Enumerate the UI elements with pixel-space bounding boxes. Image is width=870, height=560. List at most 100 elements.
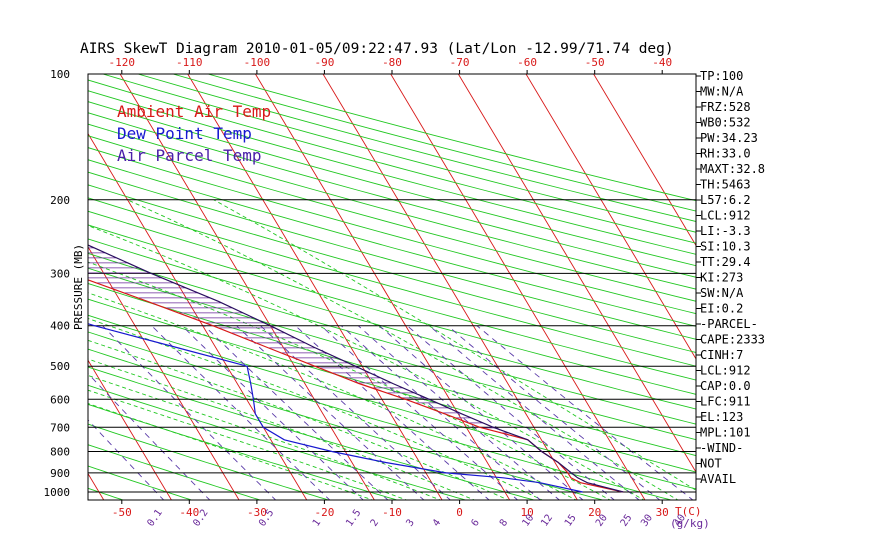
moist-adiabat-line	[88, 358, 476, 500]
mixing-ratio-line	[379, 325, 584, 500]
mixing-ratio-tick-label: 6	[469, 517, 481, 528]
index-entry: FRZ:528	[700, 100, 751, 114]
index-entry: TH:5463	[700, 178, 751, 192]
isotherm-line	[390, 74, 646, 500]
index-entry: TP:100	[700, 69, 743, 83]
isotherm-line	[88, 359, 172, 500]
index-entry: CAP:0.0	[700, 379, 751, 393]
dry-adiabat-line	[88, 79, 696, 244]
isotherm-line	[254, 74, 511, 500]
index-entry: LI:-3.3	[700, 224, 751, 238]
pressure-tick-label: 1000	[44, 486, 71, 499]
dry-adiabat-line	[88, 423, 330, 500]
dry-adiabat-grid	[0, 55, 696, 501]
legend-entry: Ambient Air Temp	[117, 102, 271, 121]
bottom-tick-label: 0	[456, 506, 463, 519]
series-line-ambient	[88, 279, 624, 493]
top-tick-label: -40	[652, 56, 672, 69]
mixing-ratio-line	[294, 325, 490, 500]
moist-adiabat-line	[127, 199, 679, 500]
mixing-ratio-tick-label: 12	[539, 513, 555, 529]
moist-adiabat-line	[88, 339, 510, 500]
pressure-tick-label: 800	[50, 446, 70, 459]
pressure-tick-label: 200	[50, 194, 70, 207]
bottom-tick-label: -40	[179, 506, 199, 519]
index-entry: RH:33.0	[700, 147, 751, 161]
index-entry: EL:123	[700, 410, 743, 424]
mixing-ratio-line	[260, 325, 451, 500]
moist-adiabat-line	[88, 292, 578, 500]
pressure-tick-label: 600	[50, 393, 70, 406]
mixing-ratio-tick-label: 8	[498, 517, 510, 528]
isotherm-line	[88, 132, 308, 500]
dry-adiabat-line	[88, 366, 536, 500]
moist-adiabat-line	[88, 403, 374, 500]
index-entry: TT:29.4	[700, 255, 751, 269]
isotherm-line	[457, 74, 696, 473]
mixing-ratio-tick-label: 25	[619, 513, 635, 529]
moist-adiabat-line	[88, 317, 544, 500]
pressure-tick-label: 100	[50, 68, 70, 81]
dry-adiabat-line	[88, 348, 605, 500]
index-entry: MW:N/A	[700, 85, 744, 99]
moist-adiabat-line	[88, 225, 645, 500]
pressure-gridlines	[88, 199, 696, 493]
index-entry: KI:273	[700, 271, 743, 285]
y-axis-label: PRESSURE (MB)	[72, 244, 85, 330]
legend-entry: Air Parcel Temp	[117, 146, 262, 165]
dry-adiabat-line	[88, 298, 696, 473]
moist-adiabat-line	[213, 199, 696, 491]
pressure-tick-labels: 1000 900 800 700 600 500 400 300 200 100	[44, 68, 71, 499]
bottom-tick-label: 10	[520, 506, 533, 519]
dry-adiabat-line	[88, 171, 696, 340]
isotherm-line	[593, 74, 696, 247]
dry-adiabat-line	[0, 55, 57, 501]
index-entry: SW:N/A	[700, 286, 744, 300]
mixing-ratio-tick-label: 1	[311, 517, 323, 528]
series-line-parcel	[88, 244, 624, 493]
mixing-ratio-tick-label: 1.5	[344, 508, 363, 529]
isotherm-line	[119, 74, 375, 500]
top-tick-label: -70	[450, 56, 470, 69]
pressure-tick-label: 300	[50, 267, 70, 280]
dry-adiabat-line	[88, 403, 399, 500]
dry-adiabat-line	[88, 314, 696, 490]
dry-adiabat-line	[88, 331, 673, 500]
mixing-ratio-tick-label: 4	[431, 517, 443, 528]
index-entry: MAXT:32.8	[700, 162, 765, 176]
top-tick-label: -90	[314, 56, 334, 69]
index-entry: EI:0.2	[700, 302, 743, 316]
index-entry: -WIND-	[700, 441, 743, 455]
dry-adiabat-line	[88, 465, 193, 500]
top-tick-label: -60	[517, 56, 537, 69]
isotherm-line	[88, 246, 240, 500]
mixing-ratio-tick-label: 15	[563, 513, 579, 529]
mixing-ratio-line	[88, 373, 211, 500]
pressure-tick-label: 900	[50, 467, 70, 480]
dry-adiabat-line	[88, 159, 696, 327]
index-entry: AVAIL	[700, 472, 736, 486]
moist-adiabat-line	[88, 261, 612, 500]
legend-entry: Dew Point Temp	[117, 124, 252, 143]
bottom-tick-label: -20	[314, 506, 334, 519]
mixing-ratio-line	[151, 325, 331, 500]
bottom-tick-label: -30	[247, 506, 267, 519]
dry-adiabat-line	[88, 267, 696, 441]
top-tick-label: -100	[244, 56, 271, 69]
mixing-ratio-line	[102, 325, 277, 500]
index-entry: PW:34.23	[700, 131, 758, 145]
index-entry: -PARCEL-	[700, 317, 758, 331]
x-axis-unit-label: T(C)	[675, 505, 702, 518]
index-entry: MPL:101	[700, 426, 751, 440]
series-line-dewpoint	[88, 323, 583, 493]
bottom-tick-label: -10	[382, 506, 402, 519]
dry-adiabat-line	[88, 147, 696, 315]
mixing-ratio-line	[320, 325, 519, 500]
cape-hatching	[88, 247, 572, 474]
index-entry: WB0:532	[700, 116, 751, 130]
dry-adiabat-line	[88, 210, 696, 381]
mixing-ratio-line	[181, 325, 364, 500]
mixing-ratio-line	[340, 325, 542, 500]
bottom-tick-label: -50	[112, 506, 132, 519]
